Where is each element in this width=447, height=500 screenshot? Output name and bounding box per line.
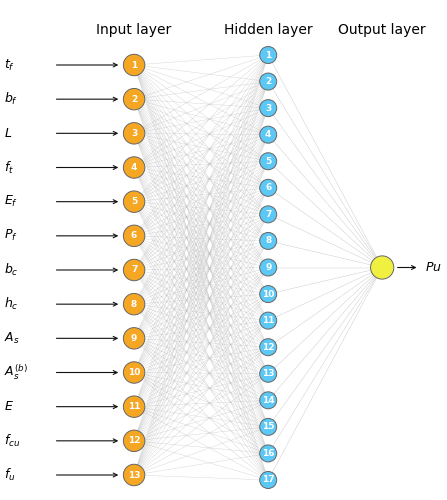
Text: $f_{cu}$: $f_{cu}$: [4, 433, 21, 449]
Text: $b_c$: $b_c$: [4, 262, 19, 278]
Text: 4: 4: [265, 130, 271, 139]
Text: Hidden layer: Hidden layer: [224, 23, 312, 37]
Ellipse shape: [123, 294, 145, 315]
Text: 17: 17: [262, 476, 274, 484]
Ellipse shape: [123, 328, 145, 349]
Ellipse shape: [123, 430, 145, 452]
Text: $E$: $E$: [4, 400, 14, 413]
Text: 2: 2: [131, 94, 137, 104]
Text: 6: 6: [131, 232, 137, 240]
Ellipse shape: [260, 180, 277, 196]
Ellipse shape: [260, 392, 277, 409]
Text: 12: 12: [128, 436, 140, 446]
Text: $A_s$: $A_s$: [4, 331, 20, 346]
Ellipse shape: [123, 54, 145, 76]
Ellipse shape: [123, 88, 145, 110]
Ellipse shape: [123, 157, 145, 178]
Ellipse shape: [260, 259, 277, 276]
Text: 9: 9: [131, 334, 137, 343]
Text: 3: 3: [131, 129, 137, 138]
Text: 2: 2: [265, 77, 271, 86]
Text: $L$: $L$: [4, 127, 13, 140]
Ellipse shape: [371, 256, 394, 279]
Text: Output layer: Output layer: [338, 23, 426, 37]
Ellipse shape: [123, 122, 145, 144]
Text: $A_s^{(b)}$: $A_s^{(b)}$: [4, 363, 28, 382]
Ellipse shape: [260, 206, 277, 223]
Text: $f_u$: $f_u$: [4, 467, 16, 483]
Text: $P_f$: $P_f$: [4, 228, 18, 244]
Text: 12: 12: [262, 342, 274, 351]
Text: 1: 1: [265, 50, 271, 59]
Ellipse shape: [260, 445, 277, 462]
Text: 10: 10: [128, 368, 140, 377]
Ellipse shape: [260, 73, 277, 90]
Ellipse shape: [260, 46, 277, 64]
Text: 8: 8: [265, 236, 271, 246]
Text: 6: 6: [265, 184, 271, 192]
Text: 9: 9: [265, 263, 271, 272]
Text: 4: 4: [131, 163, 137, 172]
Text: $t_f$: $t_f$: [4, 58, 16, 72]
Text: 7: 7: [131, 266, 137, 274]
Ellipse shape: [123, 225, 145, 246]
Text: $b_f$: $b_f$: [4, 91, 19, 107]
Text: $Pu$: $Pu$: [425, 261, 442, 274]
Text: 15: 15: [262, 422, 274, 432]
Text: 11: 11: [262, 316, 274, 325]
Ellipse shape: [123, 464, 145, 485]
Ellipse shape: [260, 312, 277, 329]
Text: 14: 14: [262, 396, 274, 405]
Ellipse shape: [260, 100, 277, 116]
Text: 11: 11: [128, 402, 140, 411]
Ellipse shape: [260, 366, 277, 382]
Text: 13: 13: [128, 470, 140, 480]
Text: Input layer: Input layer: [97, 23, 172, 37]
Ellipse shape: [260, 126, 277, 143]
Text: 8: 8: [131, 300, 137, 308]
Ellipse shape: [260, 232, 277, 250]
Text: $h_c$: $h_c$: [4, 296, 19, 312]
Ellipse shape: [260, 472, 277, 488]
Ellipse shape: [260, 286, 277, 302]
Ellipse shape: [260, 153, 277, 170]
Text: 10: 10: [262, 290, 274, 298]
Ellipse shape: [260, 338, 277, 355]
Text: 13: 13: [262, 369, 274, 378]
Text: 5: 5: [131, 197, 137, 206]
Ellipse shape: [123, 191, 145, 212]
Text: 3: 3: [265, 104, 271, 112]
Ellipse shape: [123, 260, 145, 280]
Ellipse shape: [123, 362, 145, 383]
Text: 16: 16: [262, 449, 274, 458]
Text: $E_f$: $E_f$: [4, 194, 19, 209]
Text: $f_t$: $f_t$: [4, 160, 15, 176]
Text: 5: 5: [265, 157, 271, 166]
Text: 1: 1: [131, 60, 137, 70]
Ellipse shape: [260, 418, 277, 436]
Ellipse shape: [123, 396, 145, 417]
Text: 7: 7: [265, 210, 271, 219]
